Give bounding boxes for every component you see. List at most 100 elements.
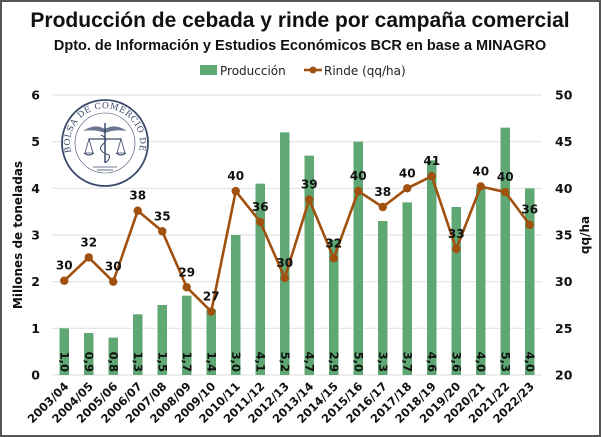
line-label: 27 xyxy=(203,290,220,304)
bar-label: 4,7 xyxy=(302,352,316,372)
bar-data-labels: 1,0 0,9 0,8 1,3 1,5 1,7 1,4 3,0 4,1 5,2 4,7 2,9 5,0 3… xyxy=(57,352,537,372)
bar-label: 0,8 xyxy=(106,352,120,372)
chart-title: Producción de cebada y rinde por campaña… xyxy=(30,9,569,32)
y-axis-right-ticks: 20 25 30 35 40 45 50 xyxy=(555,88,573,383)
line-point xyxy=(525,220,534,229)
line-label: 30 xyxy=(276,256,293,270)
y2-tick-label: 45 xyxy=(555,134,572,149)
line-point xyxy=(329,254,338,263)
legend-label-produccion: Producción xyxy=(220,64,286,78)
line-point xyxy=(182,283,191,292)
line-point xyxy=(158,227,167,236)
bcr-logo: BOLSA DE COMERCIO DE ROSARIO xyxy=(61,99,149,187)
line-label: 33 xyxy=(448,227,465,241)
line-point xyxy=(84,253,93,262)
bar xyxy=(353,141,363,375)
x-axis-ticks: 2003/042004/052005/062006/072007/082008/… xyxy=(25,379,537,426)
bar-label: 4,1 xyxy=(253,352,267,372)
line-label: 38 xyxy=(374,185,391,199)
line-data-labels: 30 32 30 38 35 29 27 40 36 30 39 32 40 38 40 41 33 40 40 36 xyxy=(56,154,538,303)
bar-label: 4,6 xyxy=(425,352,439,372)
line-point xyxy=(452,244,461,254)
y-axis-left-title: Millones de toneladas xyxy=(11,161,25,309)
line-point xyxy=(354,186,363,196)
line-label: 40 xyxy=(350,169,367,183)
line-label: 32 xyxy=(325,236,342,250)
line-point xyxy=(133,206,142,215)
y2-tick-label: 30 xyxy=(555,274,573,289)
line-point xyxy=(280,273,289,283)
bar xyxy=(108,337,118,375)
y2-tick-label: 40 xyxy=(555,181,573,196)
line-point xyxy=(207,307,216,316)
legend-swatch-produccion xyxy=(200,65,217,75)
line-label: 32 xyxy=(80,235,97,249)
bar-label: 1,5 xyxy=(155,352,169,372)
bar xyxy=(280,132,290,375)
bar-label: 4,0 xyxy=(474,352,488,372)
bar xyxy=(84,333,94,375)
legend-marker-rinde xyxy=(309,66,317,74)
line-point xyxy=(60,276,69,285)
line-label: 40 xyxy=(497,170,514,184)
line-label: 29 xyxy=(178,265,195,279)
legend: Producción Rinde (qq/ha) xyxy=(200,64,406,78)
y-tick-label: 0 xyxy=(31,368,40,383)
bar xyxy=(451,207,461,375)
line-label: 40 xyxy=(227,169,244,183)
bar-label: 5,2 xyxy=(278,352,292,372)
bar-label: 3,7 xyxy=(400,352,414,372)
line-label: 38 xyxy=(129,189,146,203)
bar xyxy=(378,221,388,375)
chart-subtitle: Dpto. de Información y Estudios Económic… xyxy=(54,38,546,54)
y-tick-label: 1 xyxy=(31,321,40,336)
bar-label: 3,6 xyxy=(449,352,463,372)
line-label: 40 xyxy=(399,166,416,180)
bar xyxy=(427,160,437,375)
y-tick-label: 4 xyxy=(31,181,40,196)
bar xyxy=(476,188,486,375)
bar xyxy=(231,235,241,375)
bar-label: 3,3 xyxy=(376,352,390,372)
bar-label: 5,0 xyxy=(351,352,365,372)
y2-tick-label: 25 xyxy=(555,321,572,336)
bar-label: 1,7 xyxy=(180,352,194,372)
line-label: 30 xyxy=(105,260,122,274)
line-point xyxy=(427,172,436,181)
line-label: 36 xyxy=(521,203,538,217)
y2-tick-label: 35 xyxy=(555,228,572,243)
line-rinde xyxy=(60,172,534,316)
bar-label: 4,0 xyxy=(523,352,537,372)
line-point xyxy=(378,202,387,212)
line-point xyxy=(305,195,314,204)
bar-label: 1,0 xyxy=(57,352,71,372)
line-label: 41 xyxy=(423,154,440,168)
line-point xyxy=(231,186,240,196)
y2-tick-label: 50 xyxy=(555,88,573,103)
bar-label: 5,3 xyxy=(498,352,512,372)
line-point xyxy=(476,182,485,191)
bars-produccion xyxy=(59,127,535,376)
line-point xyxy=(109,277,118,286)
bar xyxy=(402,202,412,375)
bar xyxy=(255,183,265,375)
bar xyxy=(206,309,216,375)
line-label: 39 xyxy=(301,178,318,192)
bar xyxy=(182,295,192,375)
bar xyxy=(525,188,535,375)
bar xyxy=(329,239,339,375)
y-axis-left-ticks: 0 1 2 3 4 5 6 xyxy=(31,88,40,383)
bar xyxy=(304,155,314,375)
rinde-line-path xyxy=(63,174,531,313)
bar-label: 1,4 xyxy=(204,352,218,372)
line-label: 40 xyxy=(472,164,489,178)
y2-tick-label: 20 xyxy=(555,368,573,383)
line-point xyxy=(501,187,510,197)
legend-label-rinde: Rinde (qq/ha) xyxy=(324,64,406,78)
y-tick-label: 6 xyxy=(31,88,40,103)
bar xyxy=(157,305,167,375)
bar-label: 3,0 xyxy=(229,352,243,372)
y-tick-label: 5 xyxy=(31,134,40,149)
bar-label: 0,9 xyxy=(82,352,96,372)
